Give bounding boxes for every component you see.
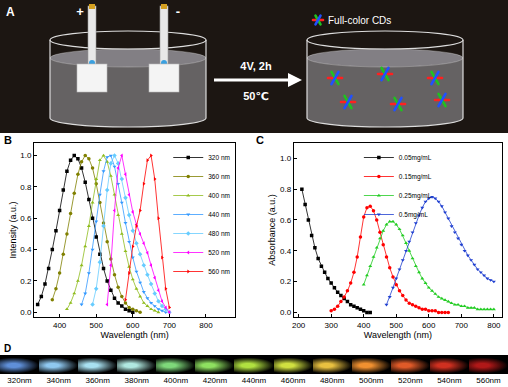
svg-text:520 nm: 520 nm [208, 249, 230, 256]
svg-text:560 nm: 560 nm [208, 268, 230, 275]
svg-text:0.4: 0.4 [280, 247, 292, 256]
svg-text:500: 500 [390, 321, 404, 330]
svg-text:320 nm: 320 nm [208, 154, 230, 161]
svg-text:800: 800 [199, 321, 213, 330]
svg-text:200: 200 [292, 321, 306, 330]
svg-text:700: 700 [455, 321, 469, 330]
svg-text:Intensity (a.u.): Intensity (a.u.) [8, 201, 18, 258]
html-text:500nm: 500nm [359, 376, 384, 385]
svg-text:0.6: 0.6 [280, 216, 292, 225]
svg-text:300: 300 [324, 321, 338, 330]
svg-text:0.2: 0.2 [280, 277, 292, 286]
svg-text:0.05mg/mL: 0.05mg/mL [399, 154, 432, 162]
svg-text:0.5mg/mL: 0.5mg/mL [399, 211, 428, 219]
html-text:440nm: 440nm [241, 376, 267, 385]
svg-text:360 nm: 360 nm [208, 173, 230, 180]
html-text:400nm: 400nm [163, 376, 189, 385]
svg-text:0.4: 0.4 [20, 245, 32, 254]
svg-text:600: 600 [126, 321, 140, 330]
svg-text:400: 400 [357, 321, 371, 330]
svg-text:1.0: 1.0 [280, 154, 292, 163]
svg-text:500: 500 [90, 321, 104, 330]
svg-text:0.0: 0.0 [280, 308, 292, 317]
svg-text:Full-color CDs: Full-color CDs [328, 15, 391, 26]
html-text:380nm: 380nm [124, 376, 149, 385]
html-text:560nm: 560nm [476, 376, 501, 385]
svg-text:700: 700 [163, 321, 177, 330]
svg-text:400 nm: 400 nm [208, 192, 230, 199]
html-text:320nm: 320nm [7, 376, 32, 385]
svg-text:A: A [6, 5, 15, 19]
svg-text:Wavelength (nm): Wavelength (nm) [101, 330, 169, 340]
svg-text:400: 400 [53, 321, 67, 330]
html-text:D: D [4, 343, 12, 354]
svg-text:440 nm: 440 nm [208, 211, 230, 218]
html-text:C: C [256, 134, 264, 146]
html-text:420nm: 420nm [202, 376, 228, 385]
svg-text:50℃: 50℃ [243, 90, 269, 102]
html-text:B: B [4, 134, 12, 146]
html-text:360nm: 360nm [85, 376, 110, 385]
svg-text:4V, 2h: 4V, 2h [240, 60, 272, 72]
html-text:460nm: 460nm [280, 376, 306, 385]
html-text:540nm: 540nm [437, 376, 462, 385]
svg-text:1.0: 1.0 [20, 151, 32, 160]
svg-text:480 nm: 480 nm [208, 230, 230, 237]
svg-text:600: 600 [422, 321, 436, 330]
html-text:340nm: 340nm [46, 376, 71, 385]
svg-text:0.2: 0.2 [20, 277, 32, 286]
html-text:480nm: 480nm [319, 376, 345, 385]
svg-text:0.6: 0.6 [20, 214, 32, 223]
svg-text:0.0: 0.0 [20, 308, 32, 317]
svg-text:0.25mg/mL: 0.25mg/mL [399, 192, 432, 200]
svg-text:Wavelength (nm): Wavelength (nm) [364, 330, 432, 340]
svg-text:Absorbance (a.u.): Absorbance (a.u.) [267, 194, 277, 266]
svg-text:+: + [76, 4, 84, 19]
svg-text:0.8: 0.8 [20, 183, 32, 192]
svg-text:0.15mg/mL: 0.15mg/mL [399, 173, 432, 181]
svg-text:0.8: 0.8 [280, 185, 292, 194]
svg-text:-: - [176, 4, 180, 19]
html-text:520nm: 520nm [398, 376, 423, 385]
svg-text:800: 800 [487, 321, 501, 330]
